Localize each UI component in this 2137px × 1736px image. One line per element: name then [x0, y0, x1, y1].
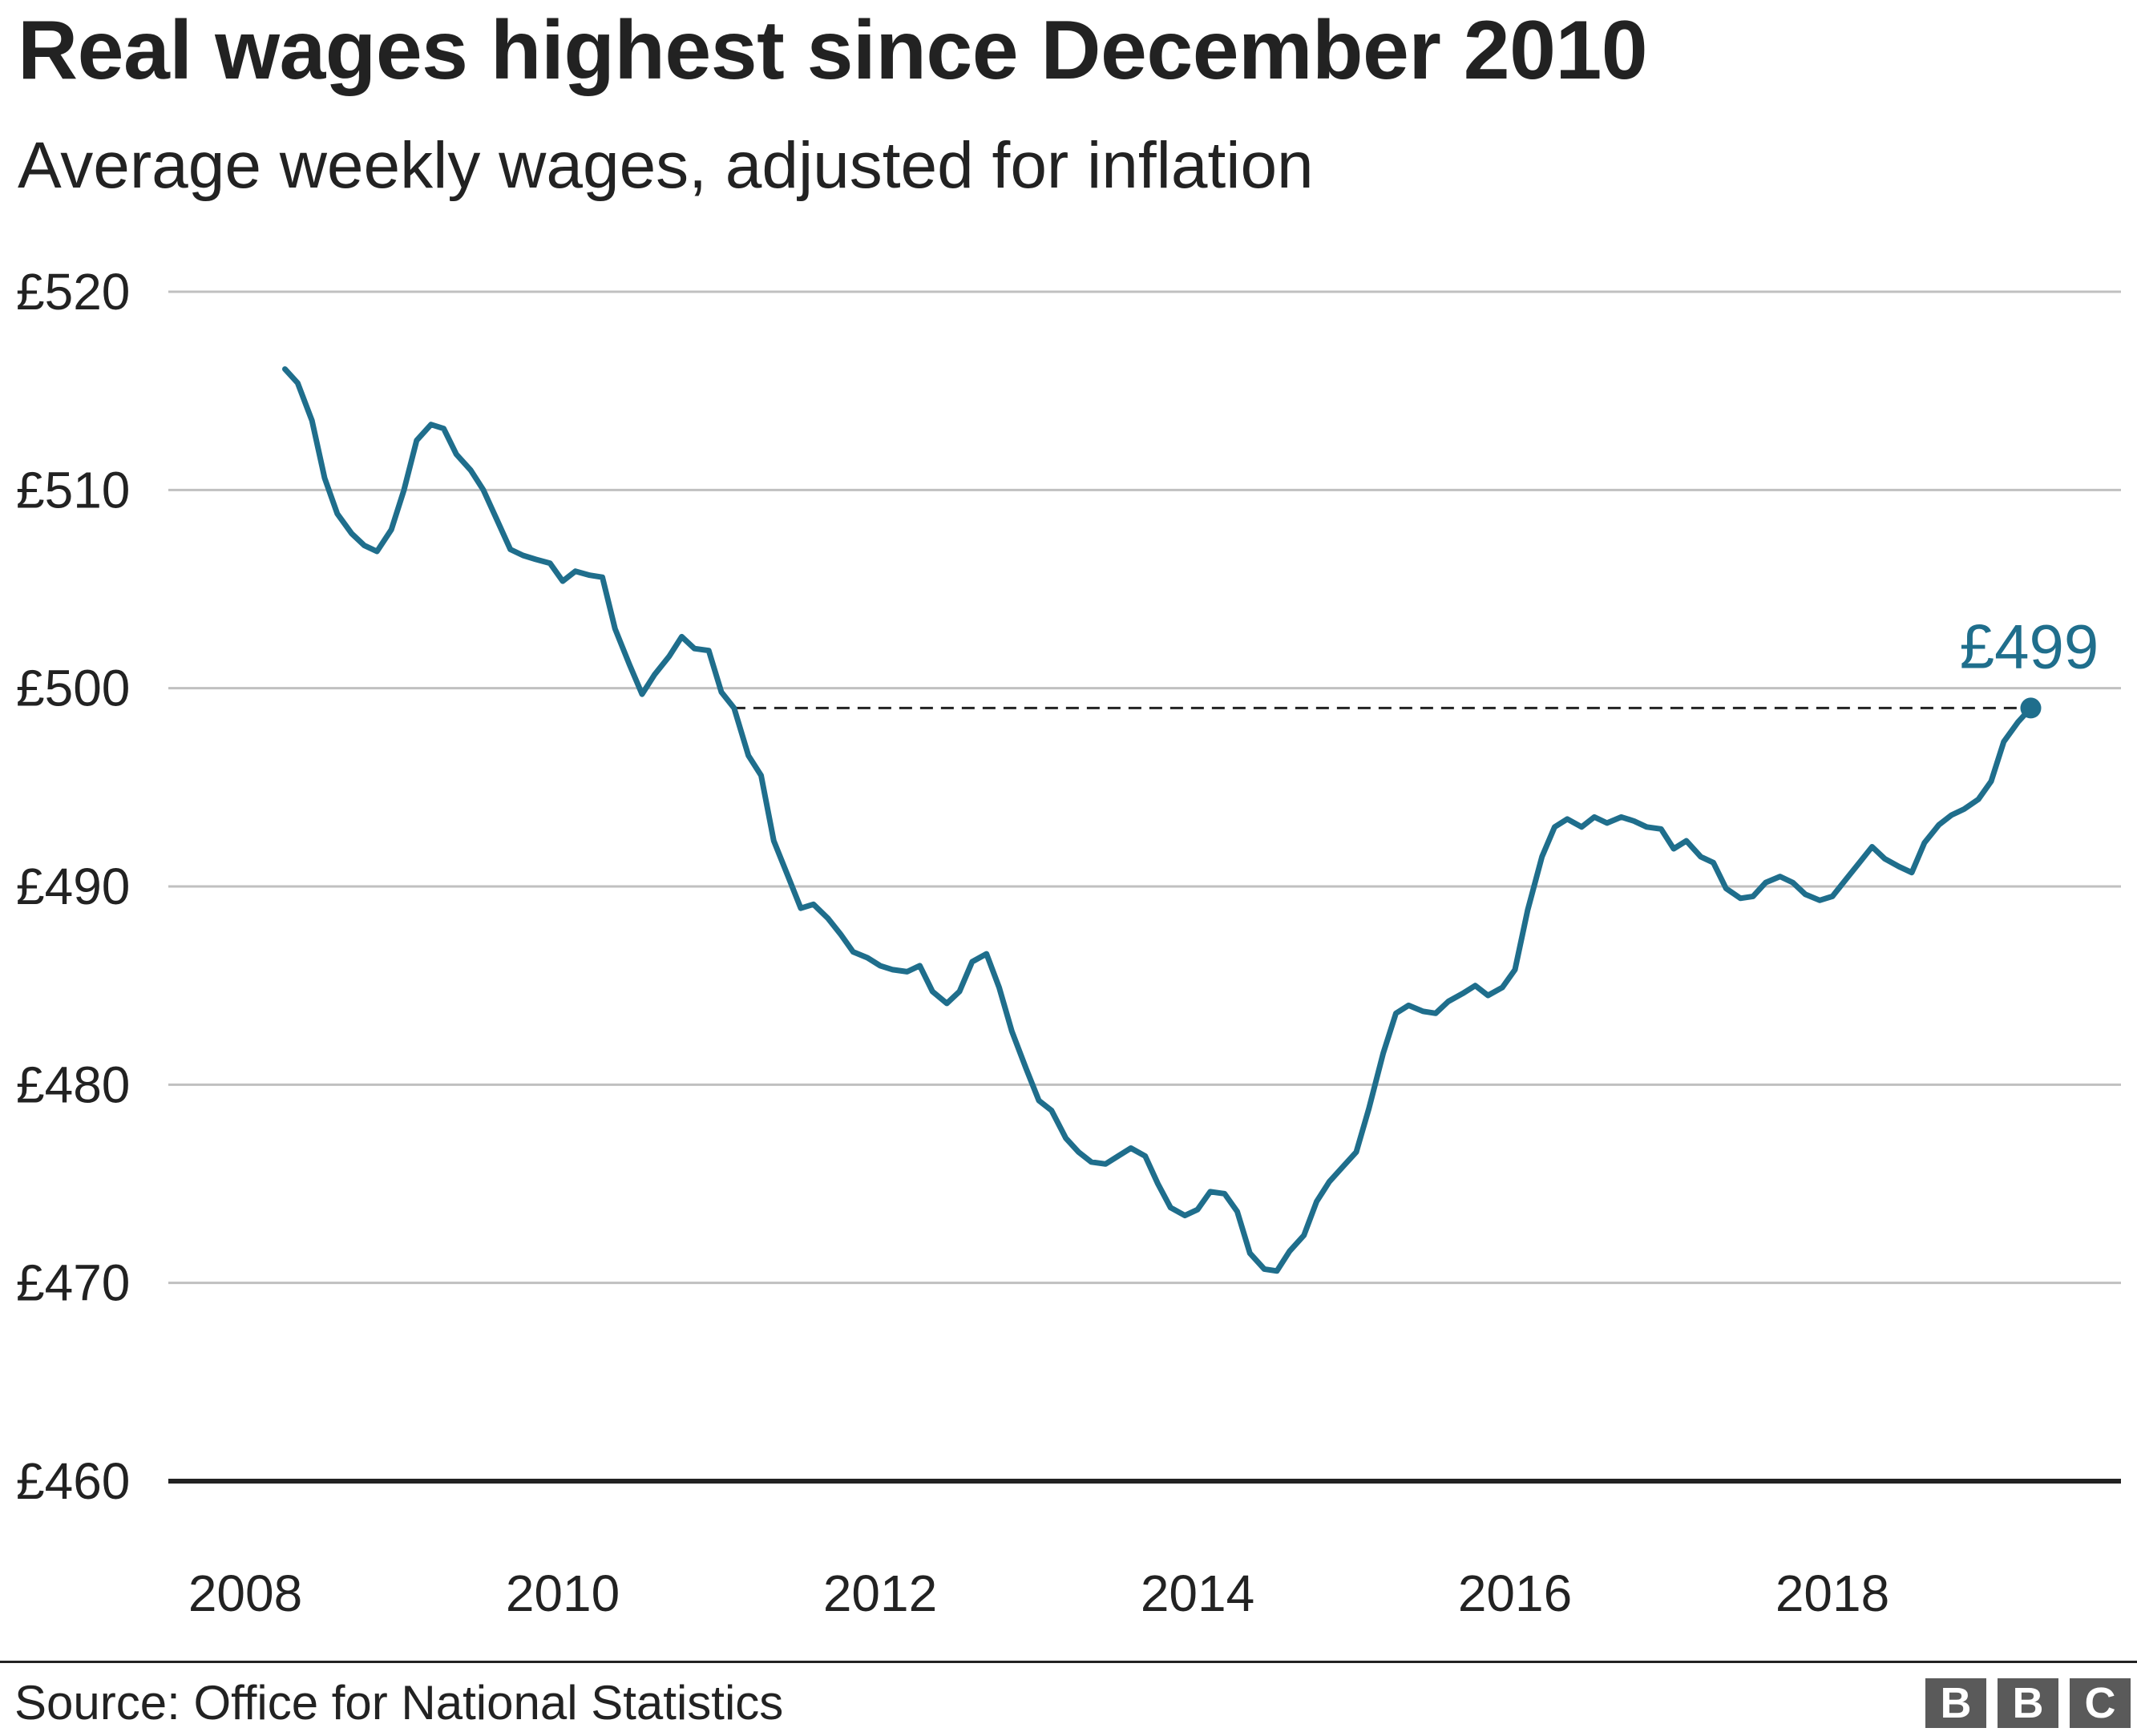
- y-tick-label-520: £520: [16, 263, 130, 321]
- end-data-point: [2020, 697, 2042, 719]
- line-chart: £460 £470 £480 £490 £500 £510 £520 2008 2010 201…: [16, 263, 2121, 1622]
- footer-divider: [0, 1661, 2137, 1663]
- y-tick-label-460: £460: [16, 1452, 130, 1510]
- y-tick-label-470: £470: [16, 1254, 130, 1312]
- y-tick-label-480: £480: [16, 1056, 130, 1113]
- x-tick-label-2014: 2014: [1141, 1564, 1254, 1622]
- bbc-logo-letter-1: B: [1925, 1678, 1986, 1728]
- y-tick-label-510: £510: [16, 461, 130, 519]
- x-tick-label-2012: 2012: [823, 1564, 937, 1622]
- end-value-label: £499: [1960, 611, 2099, 681]
- series-line-real-wages: [282, 366, 2034, 1274]
- x-tick-label-2008: 2008: [188, 1564, 302, 1622]
- bbc-logo: B B C: [1925, 1678, 2131, 1728]
- y-axis-tick-labels: £460 £470 £480 £490 £500 £510 £520: [16, 263, 130, 1510]
- chart-title: Real wages highest since December 2010: [18, 4, 1648, 97]
- x-axis-tick-labels: 2008 2010 2012 2014 2016 2018: [188, 1564, 1889, 1622]
- source-note: Source: Office for National Statistics: [14, 1676, 784, 1730]
- x-tick-label-2010: 2010: [506, 1564, 620, 1622]
- x-tick-label-2018: 2018: [1775, 1564, 1889, 1622]
- y-tick-label-490: £490: [16, 858, 130, 915]
- bbc-logo-letter-3: C: [2070, 1678, 2131, 1728]
- chart-subtitle: Average weekly wages, adjusted for infla…: [18, 129, 1314, 202]
- grid-lines: [168, 290, 2121, 1484]
- x-tick-label-2016: 2016: [1458, 1564, 1572, 1622]
- y-tick-label-500: £500: [16, 660, 130, 717]
- bbc-logo-letter-2: B: [1998, 1678, 2058, 1728]
